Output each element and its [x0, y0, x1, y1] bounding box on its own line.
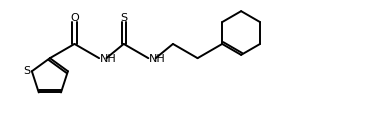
Text: NH: NH: [149, 54, 166, 64]
Text: S: S: [23, 66, 30, 76]
Text: NH: NH: [100, 54, 117, 64]
Text: S: S: [120, 13, 127, 23]
Text: O: O: [70, 13, 79, 23]
